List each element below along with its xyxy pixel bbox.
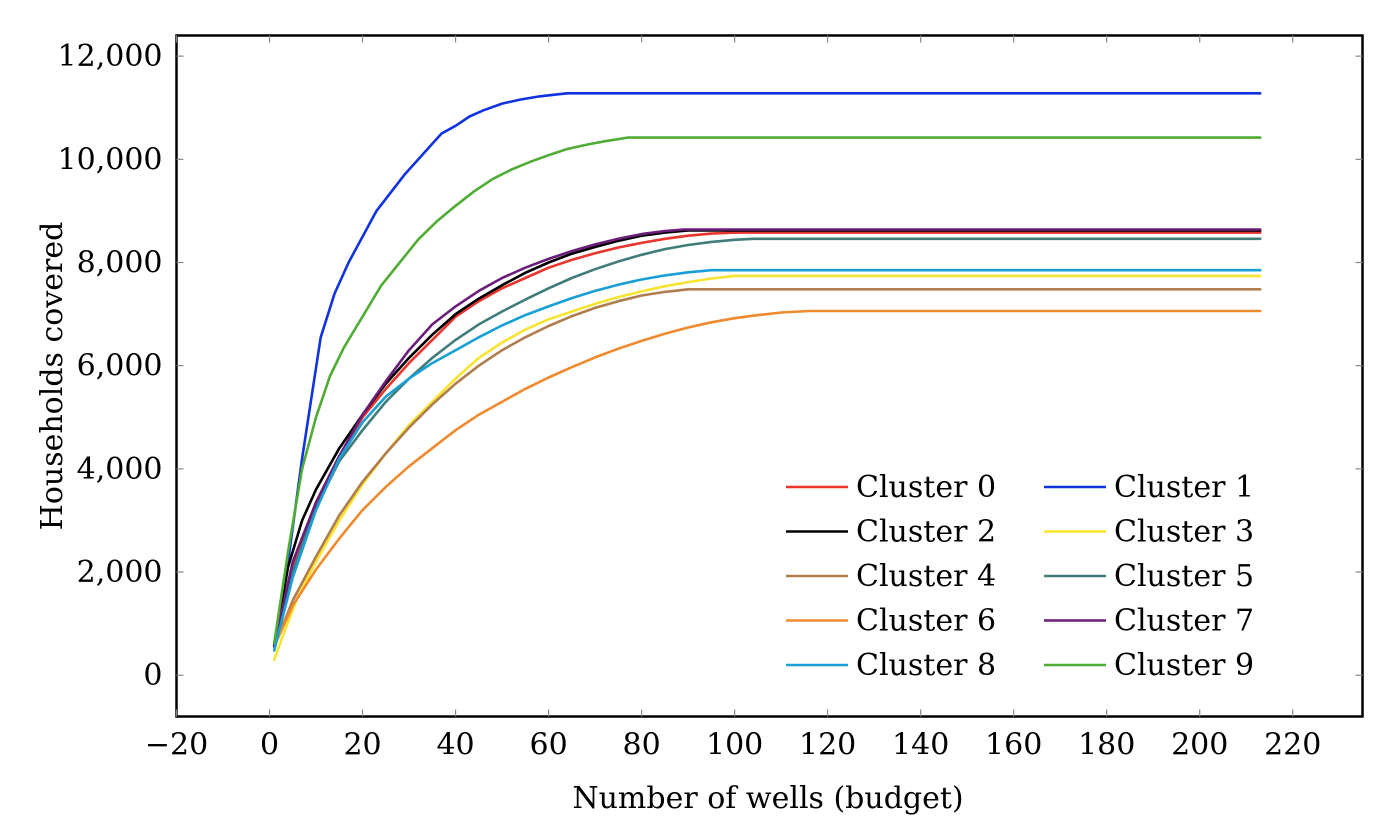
x-axis-title: Number of wells (budget) bbox=[572, 781, 963, 816]
series-line-4 bbox=[272, 287, 1262, 649]
y-tick-label: 10,000 bbox=[58, 142, 163, 177]
x-tick-label: 40 bbox=[436, 728, 474, 763]
series-line-5 bbox=[272, 237, 1262, 648]
legend-label-1: Cluster 1 bbox=[1114, 470, 1254, 505]
y-tick-label: 0 bbox=[143, 658, 162, 693]
series-line-7 bbox=[272, 228, 1262, 648]
legend-label-9: Cluster 9 bbox=[1114, 648, 1254, 683]
series-line-8 bbox=[272, 268, 1262, 652]
y-tick-label: 6,000 bbox=[77, 349, 163, 384]
x-tick-label: 60 bbox=[529, 728, 567, 763]
series-line-6 bbox=[272, 309, 1262, 648]
y-axis-title: Households covered bbox=[35, 222, 70, 531]
series-line-3 bbox=[272, 274, 1262, 662]
x-axis-ticks: −20 0 20 40 60 80 100 120 140 160 180 200 220 bbox=[145, 35, 1321, 763]
series-line-9 bbox=[272, 136, 1262, 645]
legend: Cluster 0 Cluster 1 Cluster 2 Cluster 3 Clus… bbox=[786, 470, 1254, 683]
y-axis-ticks: 0 2,000 4,000 6,000 8,000 10,000 12,000 bbox=[58, 39, 1363, 693]
y-tick-label: 4,000 bbox=[77, 452, 163, 487]
series-layer bbox=[272, 92, 1262, 662]
legend-label-4: Cluster 4 bbox=[856, 559, 996, 594]
legend-label-2: Cluster 2 bbox=[856, 515, 996, 550]
y-tick-label: 2,000 bbox=[77, 555, 163, 590]
legend-label-6: Cluster 6 bbox=[856, 604, 996, 639]
x-tick-label: 180 bbox=[1078, 728, 1135, 763]
legend-label-7: Cluster 7 bbox=[1114, 604, 1254, 639]
x-tick-label: 0 bbox=[260, 728, 279, 763]
legend-label-0: Cluster 0 bbox=[856, 470, 996, 505]
legend-label-3: Cluster 3 bbox=[1114, 515, 1254, 550]
y-tick-label: 12,000 bbox=[58, 39, 163, 74]
legend-label-5: Cluster 5 bbox=[1114, 559, 1254, 594]
x-tick-label: 120 bbox=[799, 728, 856, 763]
y-tick-label: 8,000 bbox=[77, 246, 163, 281]
x-tick-label: −20 bbox=[145, 728, 208, 763]
x-tick-label: 220 bbox=[1264, 728, 1321, 763]
x-tick-label: 160 bbox=[985, 728, 1042, 763]
legend-label-8: Cluster 8 bbox=[856, 648, 996, 683]
series-line-0 bbox=[272, 231, 1262, 647]
x-tick-label: 200 bbox=[1171, 728, 1228, 763]
x-tick-label: 20 bbox=[343, 728, 381, 763]
x-tick-label: 100 bbox=[706, 728, 763, 763]
x-tick-label: 80 bbox=[623, 728, 661, 763]
series-line-1 bbox=[272, 92, 1262, 646]
x-tick-label: 140 bbox=[892, 728, 949, 763]
plot-frame bbox=[175, 34, 1364, 718]
series-line-2 bbox=[272, 229, 1262, 647]
